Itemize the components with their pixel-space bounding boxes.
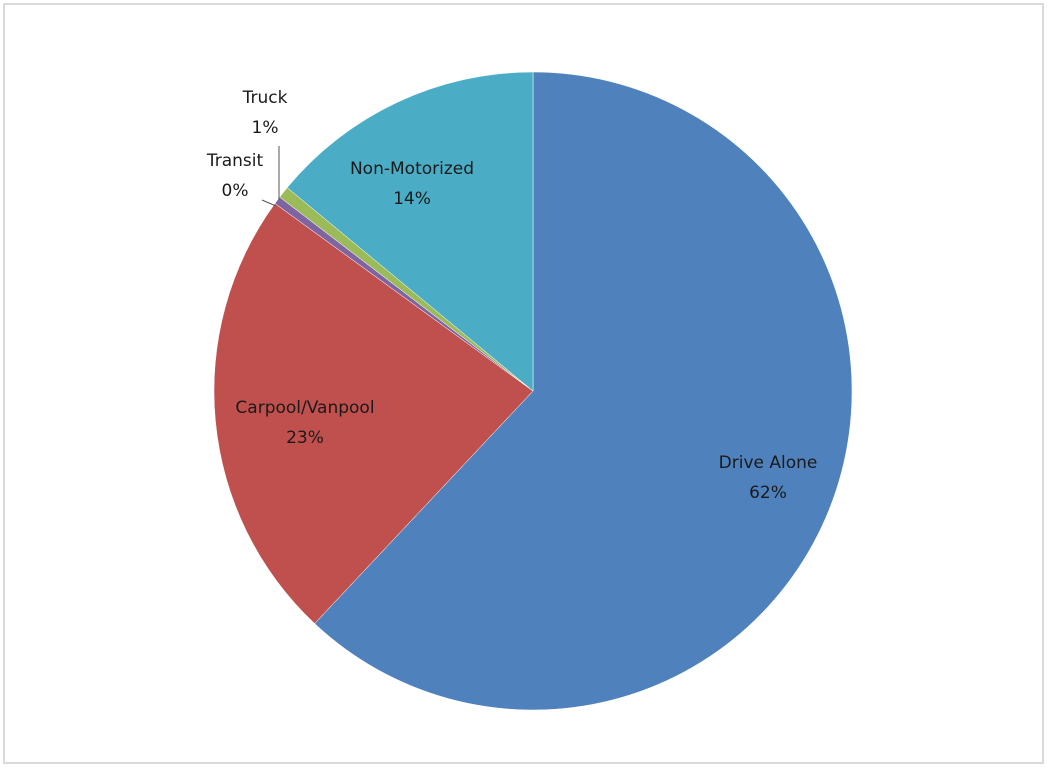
slice-value-label: 1% [252,118,279,138]
labels: Drive Alone 62% Carpool/Vanpool 23% Transit 0… [206,88,818,503]
slice-label: Transit [206,151,264,171]
leader-line [261,199,277,207]
pie-slice [314,71,853,711]
slice-label: Drive Alone [719,453,818,473]
slice-value-label: 23% [286,428,324,448]
pie-slice [213,203,534,624]
slice-value-label: 0% [222,181,249,201]
slice-value-label: 14% [393,189,431,209]
slice-label: Carpool/Vanpool [235,398,374,418]
slice-label: Truck [242,88,288,108]
pie-slice [286,71,534,392]
slice-value-label: 62% [749,483,787,503]
pie [213,71,853,711]
slice-label: Non-Motorized [350,159,474,179]
